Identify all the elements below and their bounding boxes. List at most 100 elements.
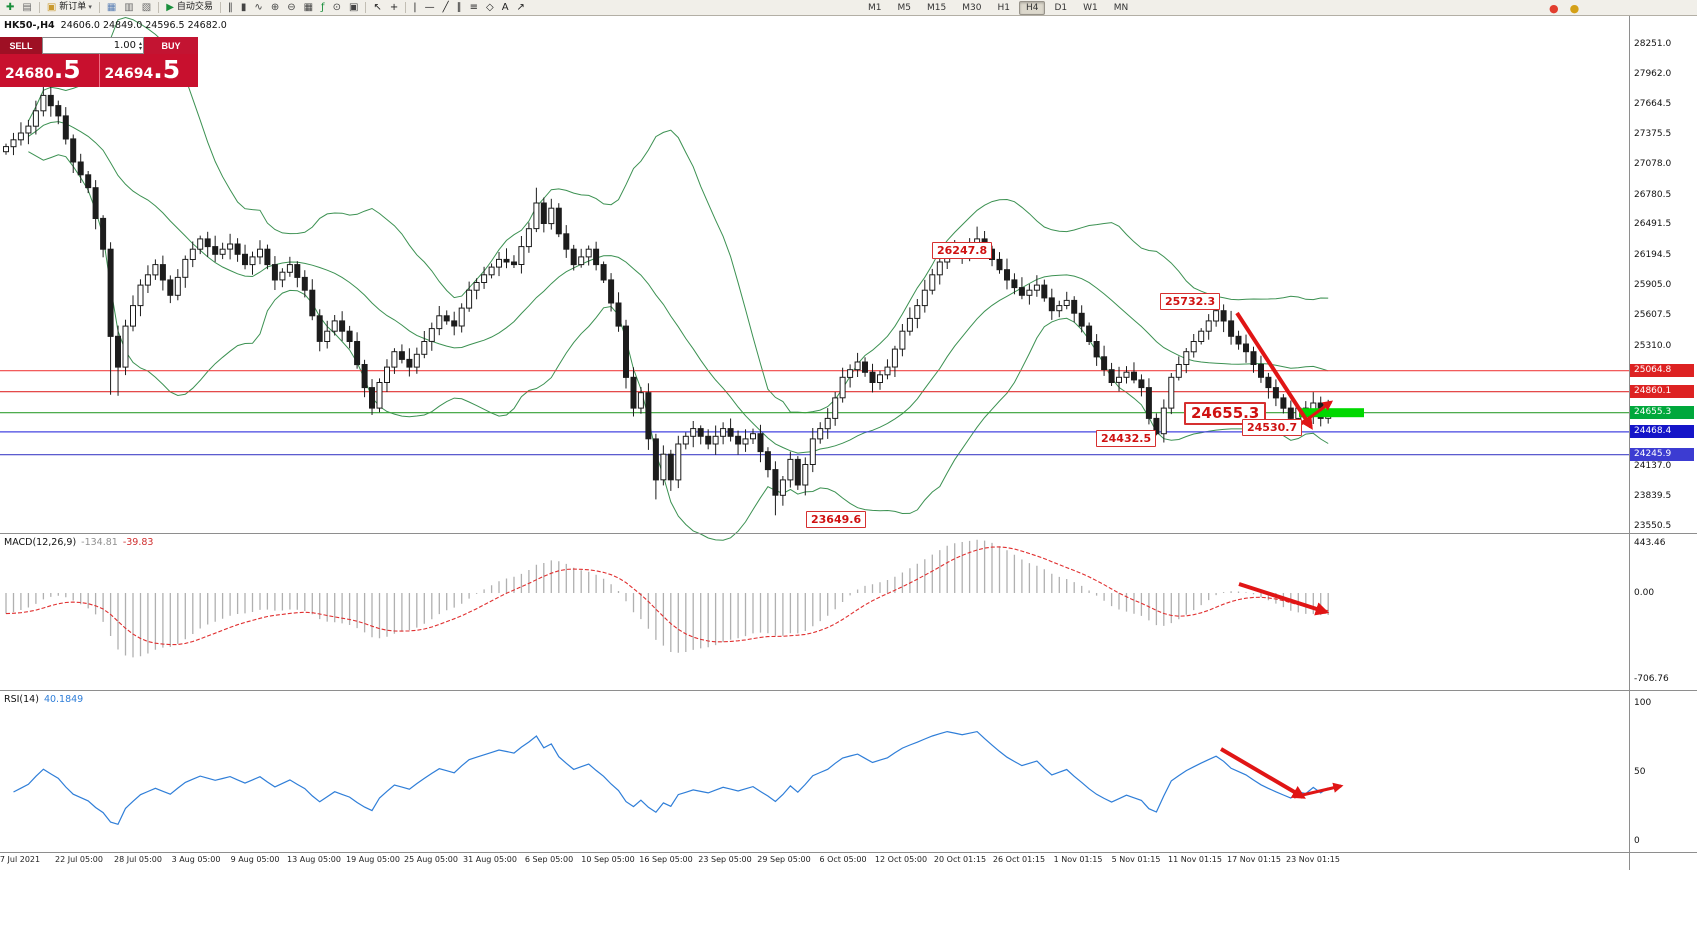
new-chart-icon[interactable]: ✚ xyxy=(3,1,17,15)
timeframe-m1[interactable]: M1 xyxy=(868,3,882,13)
toolbar-separator xyxy=(365,2,367,13)
time-axis-label: 7 Jul 2021 xyxy=(0,855,41,864)
buy-price[interactable]: 24694.5 xyxy=(98,54,199,87)
time-axis-label: 23 Nov 01:15 xyxy=(1286,855,1340,864)
rsi-line xyxy=(13,730,1329,826)
sell-price[interactable]: 24680.5 xyxy=(0,54,99,87)
time-axis-label: 31 Aug 05:00 xyxy=(463,855,517,864)
horizontal-line-icon: — xyxy=(424,1,435,13)
new-order-button[interactable]: ▣ 新订单 ▾ xyxy=(44,1,95,15)
ohlc-values: 24606.0 24849.0 24596.5 24682.0 xyxy=(60,20,227,31)
community-icon[interactable]: ● xyxy=(1569,1,1580,15)
vertical-line-icon[interactable]: | xyxy=(410,1,419,15)
channel-icon[interactable]: ∥ xyxy=(454,1,465,15)
price-axis-label: 24137.0 xyxy=(1634,461,1672,471)
timeframe-m30[interactable]: M30 xyxy=(962,3,982,13)
volume-up-icon[interactable]: ▴ xyxy=(138,39,142,47)
tile-windows-icon[interactable]: ▦ xyxy=(301,1,316,15)
bar-chart-icon[interactable]: ‖ xyxy=(225,1,236,15)
sell-button[interactable]: SELL xyxy=(0,37,42,54)
macd-main-value: -134.81 xyxy=(81,537,118,548)
price-display-row: 24680.5 24694.5 xyxy=(0,54,198,87)
charts-grid-icon[interactable]: ▦ xyxy=(104,1,119,15)
time-axis-label: 28 Jul 05:00 xyxy=(114,855,162,864)
macd-signal-line xyxy=(5,546,1329,646)
rsi-bounce-arrow[interactable] xyxy=(1293,782,1344,799)
rsi-down-arrow[interactable] xyxy=(1219,747,1306,799)
toolbar-right-icons: ● ● xyxy=(1545,1,1583,15)
trendline-icon[interactable]: ╱ xyxy=(440,1,452,15)
rsi-axis-label: 100 xyxy=(1634,698,1652,708)
tile-windows-icon: ▦ xyxy=(303,1,314,13)
time-axis-label: 1 Nov 01:15 xyxy=(1053,855,1103,864)
fibonacci-icon[interactable]: ≡ xyxy=(467,1,481,15)
timeframe-d1[interactable]: D1 xyxy=(1054,3,1068,13)
timeframe-h1[interactable]: H1 xyxy=(997,3,1010,13)
time-axis-label: 13 Aug 05:00 xyxy=(287,855,341,864)
alert-icon[interactable]: ● xyxy=(1549,1,1559,15)
cursor-icon[interactable]: ↖ xyxy=(370,1,384,15)
price-label-box[interactable]: 24530.7 xyxy=(1242,419,1303,436)
price-tag: 24655.3 xyxy=(1630,406,1694,419)
support-zone-highlight[interactable] xyxy=(1299,408,1364,418)
rsi-header: RSI(14) 40.1849 xyxy=(4,694,83,705)
price-axis-label: 23550.5 xyxy=(1634,521,1672,531)
templates-icon[interactable]: ▣ xyxy=(346,1,361,15)
rsi-name: RSI(14) xyxy=(4,694,39,705)
line-chart-icon[interactable]: ∿ xyxy=(251,1,265,15)
data-window-icon[interactable]: ▧ xyxy=(139,1,154,15)
time-axis-label: 6 Sep 05:00 xyxy=(524,855,574,864)
price-axis-line xyxy=(1629,16,1630,870)
toolbar-separator xyxy=(98,2,100,13)
toolbar-separator xyxy=(38,2,40,13)
periods-icon[interactable]: ⊙ xyxy=(330,1,344,15)
rsi-axis-label: 50 xyxy=(1634,767,1646,777)
annotation-arrows[interactable] xyxy=(1219,311,1344,799)
bar-chart-icon: ‖ xyxy=(227,1,233,13)
price-label-box[interactable]: 24432.5 xyxy=(1096,430,1157,447)
support-zone-rect[interactable] xyxy=(1299,408,1364,418)
timeframe-w1[interactable]: W1 xyxy=(1083,3,1098,13)
profiles-icon[interactable]: ▤ xyxy=(19,1,34,15)
price-label-box[interactable]: 25732.3 xyxy=(1160,293,1221,310)
price-label-box[interactable]: 23649.6 xyxy=(806,511,867,528)
candlestick-chart-icon: ▮ xyxy=(240,1,247,13)
zoom-out-icon: ⊖ xyxy=(287,1,296,13)
zoom-in-icon[interactable]: ⊕ xyxy=(268,1,282,15)
auto-trading-button[interactable]: ▶ 自动交易 xyxy=(163,1,216,15)
buy-price-frac: .5 xyxy=(153,55,181,84)
data-window-icon: ▧ xyxy=(141,1,152,13)
macd-axis-label: 0.00 xyxy=(1634,588,1655,598)
indicators-icon[interactable]: ƒ xyxy=(318,1,328,15)
timeframe-h4[interactable]: H4 xyxy=(1018,1,1046,15)
timeframe-mn[interactable]: MN xyxy=(1113,3,1129,13)
price-axis-label: 23839.5 xyxy=(1634,491,1672,501)
horizontal-line-icon[interactable]: — xyxy=(422,1,438,15)
candlestick-chart-icon[interactable]: ▮ xyxy=(238,1,250,15)
panel-divider-macd-rsi[interactable] xyxy=(0,690,1697,691)
shapes-icon: ◇ xyxy=(486,1,494,13)
macd-down-arrow[interactable] xyxy=(1238,582,1330,616)
volume-input[interactable]: 1.00 ▴ ▾ xyxy=(42,37,144,54)
text-icon[interactable]: A xyxy=(499,1,512,15)
timeframe-m5[interactable]: M5 xyxy=(897,3,912,13)
price-down-arrow[interactable] xyxy=(1235,311,1313,430)
price-axis-label: 26491.5 xyxy=(1634,219,1672,229)
price-bounce-arrow[interactable] xyxy=(1300,400,1334,426)
buy-price-main: 24694 xyxy=(104,66,154,82)
cursor-icon: ↖ xyxy=(373,1,382,13)
timeframe-m15[interactable]: M15 xyxy=(927,3,947,13)
panel-divider-chart-macd[interactable] xyxy=(0,533,1697,534)
zoom-out-icon[interactable]: ⊖ xyxy=(284,1,298,15)
market-watch-icon[interactable]: ▥ xyxy=(121,1,136,15)
price-tag: 24468.4 xyxy=(1630,425,1694,438)
arrow-tool-icon[interactable]: ↗ xyxy=(514,1,528,15)
time-axis-label: 16 Sep 05:00 xyxy=(639,855,693,864)
shapes-icon[interactable]: ◇ xyxy=(483,1,497,15)
candlesticks xyxy=(3,74,1332,516)
buy-button[interactable]: BUY xyxy=(144,37,198,54)
volume-down-icon[interactable]: ▾ xyxy=(138,44,142,52)
volume-stepper[interactable]: ▴ ▾ xyxy=(138,39,142,52)
crosshair-icon[interactable]: + xyxy=(387,1,401,15)
price-label-box[interactable]: 26247.8 xyxy=(932,242,993,259)
